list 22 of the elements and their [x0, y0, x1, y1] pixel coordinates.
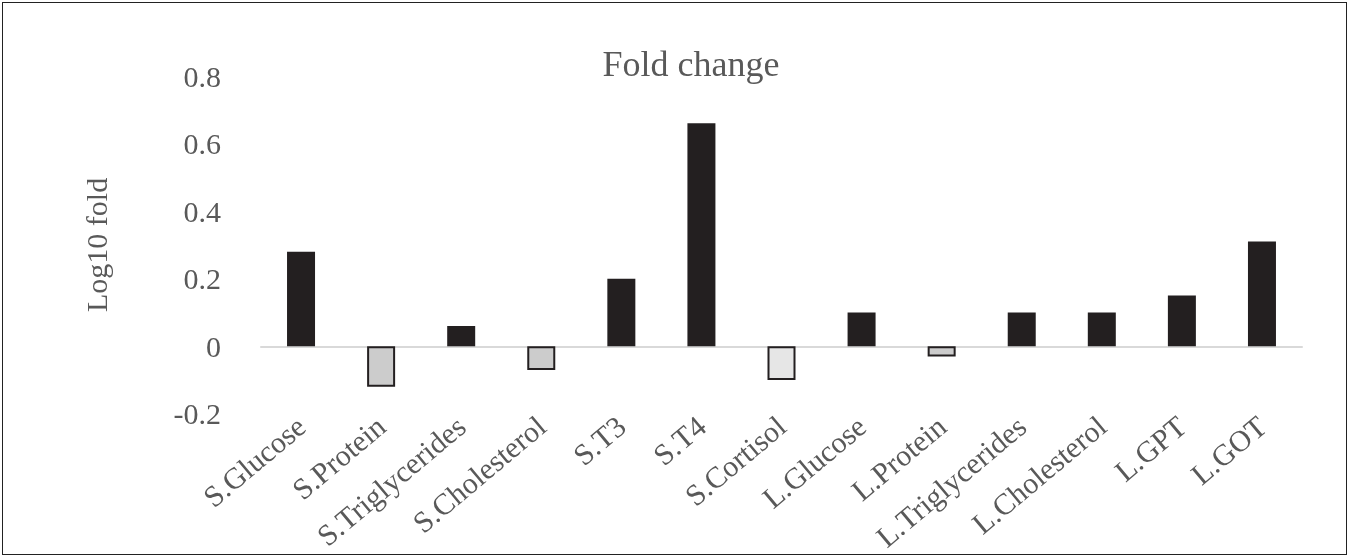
bar — [1087, 312, 1116, 347]
bar — [447, 326, 476, 347]
bar — [927, 346, 956, 357]
bar — [527, 346, 556, 370]
chart-title: Fold change — [602, 44, 780, 84]
y-tick-label: 0.8 — [183, 59, 221, 93]
y-tick-label: -0.2 — [173, 397, 221, 431]
y-tick-label: 0 — [206, 329, 221, 363]
bar — [287, 251, 316, 347]
y-tick-label: 0.4 — [183, 194, 221, 228]
bar — [367, 346, 396, 387]
y-tick-label: 0.2 — [183, 262, 221, 296]
y-tick-label: 0.6 — [183, 127, 221, 161]
bar — [687, 123, 716, 347]
bar — [1007, 312, 1036, 347]
bar — [847, 312, 876, 347]
x-tick-label: S.T3 — [566, 409, 632, 472]
bar — [1247, 241, 1276, 347]
y-axis-title: Log10 fold — [79, 177, 113, 313]
bar — [607, 278, 636, 347]
bar — [767, 346, 796, 381]
bar — [1167, 295, 1196, 347]
